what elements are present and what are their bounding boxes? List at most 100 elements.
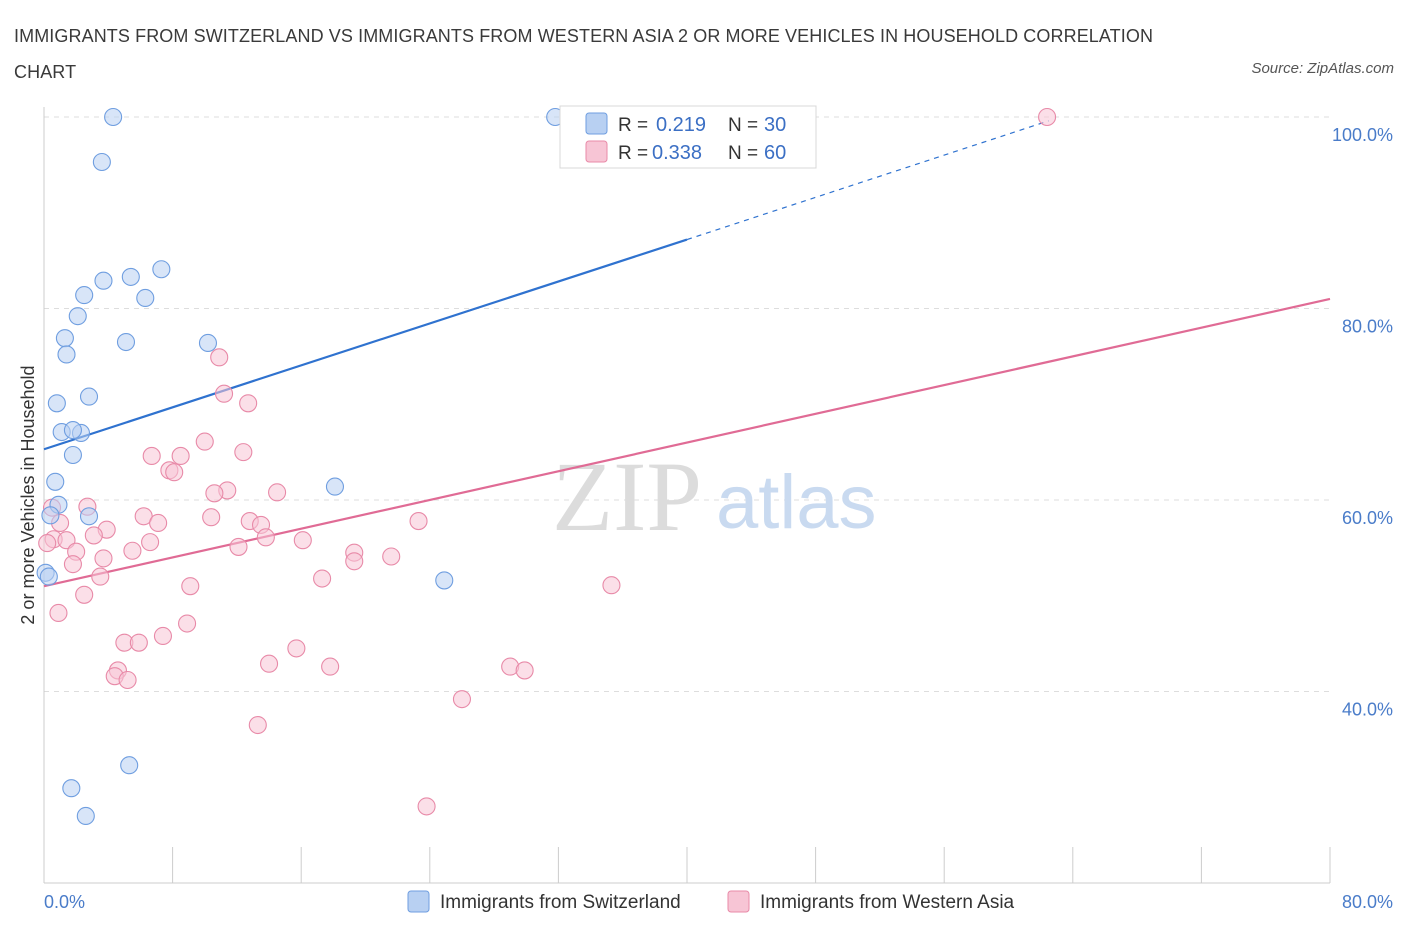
data-point-western-asia [214, 384, 234, 403]
data-point-western-asia [205, 484, 224, 503]
data-point-western-asia [202, 508, 221, 527]
y-tick-label: 80.0% [1342, 317, 1393, 337]
data-point-switzerland [63, 421, 82, 440]
data-point-switzerland [198, 333, 218, 353]
data-point-western-asia [178, 614, 197, 633]
stats-legend-r-switzerland: 0.219 [656, 114, 706, 136]
data-point-western-asia [409, 512, 428, 531]
series-legend-label-western-asia: Immigrants from Western Asia [760, 892, 1015, 913]
data-point-switzerland [120, 756, 139, 775]
chart-title: IMMIGRANTS FROM SWITZERLAND VS IMMIGRANT… [14, 26, 1154, 82]
stats-legend-r-label-switzerland: R = [618, 115, 648, 136]
stats-legend-r-label-western-asia: R = [618, 143, 648, 164]
data-point-western-asia [49, 603, 68, 623]
data-point-switzerland [46, 472, 65, 491]
data-point-western-asia [210, 348, 229, 367]
stats-legend-n-switzerland: 30 [764, 114, 786, 136]
data-point-western-asia [153, 626, 173, 646]
data-point-western-asia [165, 463, 184, 482]
stats-legend-swatch-western-asia [585, 140, 608, 163]
data-point-western-asia [75, 585, 94, 604]
stats-legend-r-western-asia: 0.338 [652, 142, 702, 164]
data-point-switzerland [435, 571, 454, 590]
data-point-western-asia [268, 483, 287, 502]
data-point-western-asia [63, 555, 82, 574]
y-tick-label: 60.0% [1342, 508, 1393, 528]
data-point-switzerland [104, 107, 123, 127]
data-point-western-asia [149, 513, 168, 533]
data-point-western-asia [129, 633, 148, 652]
data-point-switzerland [75, 286, 94, 305]
data-point-western-asia [141, 533, 160, 552]
grid-lines [44, 116, 1330, 692]
data-point-western-asia [91, 567, 110, 586]
data-point-western-asia [248, 715, 267, 735]
trend-line-switzerland [43, 238, 688, 451]
data-point-switzerland [62, 779, 81, 798]
stats-legend-n-label-western-asia: N = [728, 143, 758, 164]
data-point-switzerland [325, 477, 345, 496]
data-point-switzerland [63, 445, 82, 465]
data-point-western-asia [515, 661, 534, 680]
data-point-western-asia [195, 432, 214, 451]
data-point-western-asia [452, 690, 472, 709]
data-point-switzerland [152, 260, 171, 279]
data-point-western-asia [293, 531, 312, 550]
series-legend: Immigrants from Switzerland Immigrants f… [407, 890, 1015, 913]
data-point-switzerland [79, 387, 99, 406]
data-point-western-asia [239, 394, 258, 413]
source-label: Source: ZipAtlas.com [1251, 60, 1394, 77]
y-axis-title: 2 or more Vehicles in Household [18, 365, 38, 624]
y-tick-labels: 100.0% 80.0% 60.0% 40.0% [1332, 125, 1393, 720]
data-point-western-asia [259, 654, 279, 673]
data-point-western-asia [38, 534, 57, 553]
data-point-switzerland [94, 271, 113, 290]
data-point-western-asia [229, 537, 248, 556]
data-point-switzerland [41, 506, 60, 525]
data-point-switzerland [116, 332, 136, 352]
data-point-switzerland [39, 567, 58, 586]
data-point-western-asia [321, 657, 340, 676]
data-point-switzerland [136, 288, 155, 308]
x-tick-label: 0.0% [44, 892, 85, 912]
series-legend-label-switzerland: Immigrants from Switzerland [440, 892, 681, 913]
data-point-western-asia [287, 639, 306, 658]
stats-legend-n-label-switzerland: N = [728, 115, 758, 136]
x-tick-labels: 0.0% 80.0% [44, 892, 1393, 912]
data-point-switzerland [92, 152, 111, 172]
stats-legend-swatch-switzerland [585, 112, 608, 135]
data-point-western-asia [171, 446, 190, 466]
data-point-switzerland [79, 507, 99, 526]
data-point-western-asia [1038, 107, 1057, 127]
data-point-western-asia [345, 552, 364, 571]
stats-legend-n-western-asia: 60 [764, 142, 786, 164]
axes [43, 107, 1331, 884]
data-point-western-asia [94, 549, 113, 568]
series-legend-swatch-western-asia [727, 890, 750, 913]
y-tick-label: 40.0% [1342, 700, 1393, 720]
data-point-switzerland [68, 307, 87, 326]
data-point-western-asia [313, 569, 332, 588]
data-point-western-asia [142, 446, 161, 466]
data-point-switzerland [76, 806, 95, 826]
watermark: ZIP atlas [552, 441, 877, 552]
stats-legend: R = 0.219 N = 30 R = 0.338 N = 60 [559, 105, 817, 169]
series-legend-swatch-switzerland [407, 890, 430, 913]
data-points [36, 107, 1057, 826]
x-tick-label: 80.0% [1342, 892, 1393, 912]
data-point-switzerland [57, 345, 76, 364]
data-point-switzerland [55, 329, 74, 348]
data-point-western-asia [84, 526, 103, 545]
watermark-atlas: atlas [716, 460, 877, 545]
data-point-western-asia [417, 797, 436, 816]
data-point-western-asia [382, 547, 401, 566]
data-point-switzerland [121, 267, 140, 286]
data-point-western-asia [181, 577, 200, 596]
data-point-western-asia [123, 541, 142, 560]
data-point-western-asia [234, 443, 253, 462]
trend-line-extension [686, 120, 1049, 241]
data-point-switzerland [47, 394, 66, 413]
data-point-western-asia [602, 576, 621, 595]
data-point-western-asia [118, 670, 137, 690]
